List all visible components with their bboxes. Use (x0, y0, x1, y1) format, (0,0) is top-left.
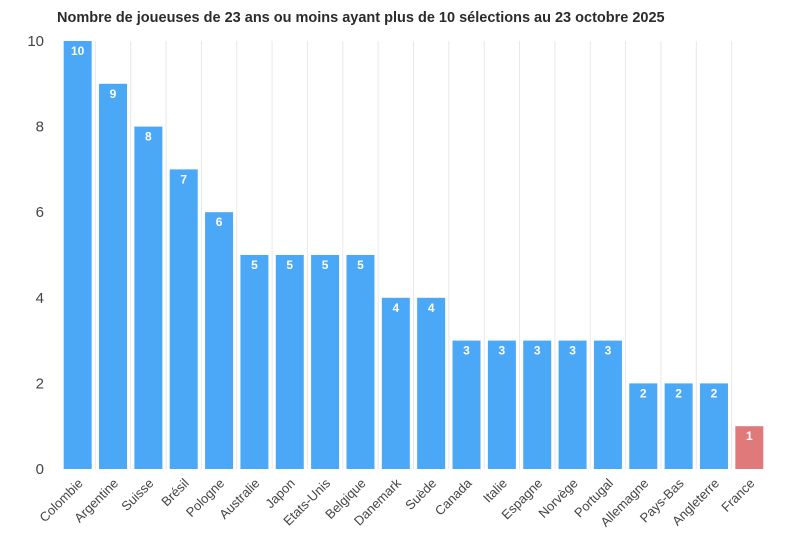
data-label: 7 (180, 172, 187, 186)
bar-italie (487, 340, 516, 469)
data-label: 4 (392, 301, 399, 315)
bar-espagne (523, 340, 552, 469)
bar-japon (275, 255, 304, 469)
bar-angleterre (699, 383, 728, 469)
data-label: 6 (216, 215, 223, 229)
x-tick-label: Italie (480, 476, 510, 506)
x-tick-label: Norvège (535, 476, 580, 521)
data-label: 10 (71, 44, 85, 58)
data-label: 5 (357, 258, 364, 272)
bar-norvège (558, 340, 587, 469)
bar-suisse (134, 126, 163, 469)
y-tick-label: 2 (36, 375, 44, 392)
data-label: 8 (145, 130, 152, 144)
bar-pays-bas (664, 383, 693, 469)
chart-title: Nombre de joueuses de 23 ans ou moins ay… (57, 10, 665, 26)
data-label: 4 (428, 301, 435, 315)
bar-australie (240, 255, 269, 469)
x-tick-label: Canada (432, 475, 475, 518)
data-labels-layer: 10 9 8 7 6 5 5 5 5 4 4 3 3 3 3 3 2 2 2 1 (71, 44, 753, 443)
data-label: 2 (640, 386, 647, 400)
bar-brésil (169, 169, 198, 469)
data-label: 3 (605, 344, 612, 358)
y-tick-label: 10 (27, 33, 44, 50)
data-label: 1 (746, 429, 753, 443)
data-label: 3 (463, 344, 470, 358)
data-label: 2 (675, 386, 682, 400)
bar-allemagne (629, 383, 658, 469)
bar-argentine (99, 83, 128, 470)
y-tick-label: 6 (36, 204, 44, 221)
bar-danemark (381, 297, 410, 469)
bar-france (735, 426, 764, 469)
bars-layer (63, 41, 764, 470)
data-label: 5 (286, 258, 293, 272)
bar-etats-unis (311, 255, 340, 469)
bar-colombie (63, 41, 92, 469)
x-tick-label: Suisse (118, 476, 156, 514)
data-label: 3 (534, 344, 541, 358)
data-label: 9 (110, 87, 117, 101)
data-label: 5 (251, 258, 258, 272)
data-label: 2 (711, 386, 718, 400)
y-tick-label: 0 (36, 461, 44, 478)
bar-suède (417, 297, 446, 469)
bar-canada (452, 340, 481, 469)
data-label: 3 (499, 344, 506, 358)
y-axis: 0 2 4 6 8 10 (27, 33, 44, 478)
bar-portugal (593, 340, 622, 469)
bar-pologne (205, 212, 234, 469)
data-label: 5 (322, 258, 329, 272)
bar-belgique (346, 255, 375, 469)
data-label: 3 (569, 344, 576, 358)
y-tick-label: 4 (36, 290, 44, 307)
y-tick-label: 8 (36, 119, 44, 136)
grid-layer (94, 41, 733, 469)
x-tick-label: France (718, 476, 757, 515)
